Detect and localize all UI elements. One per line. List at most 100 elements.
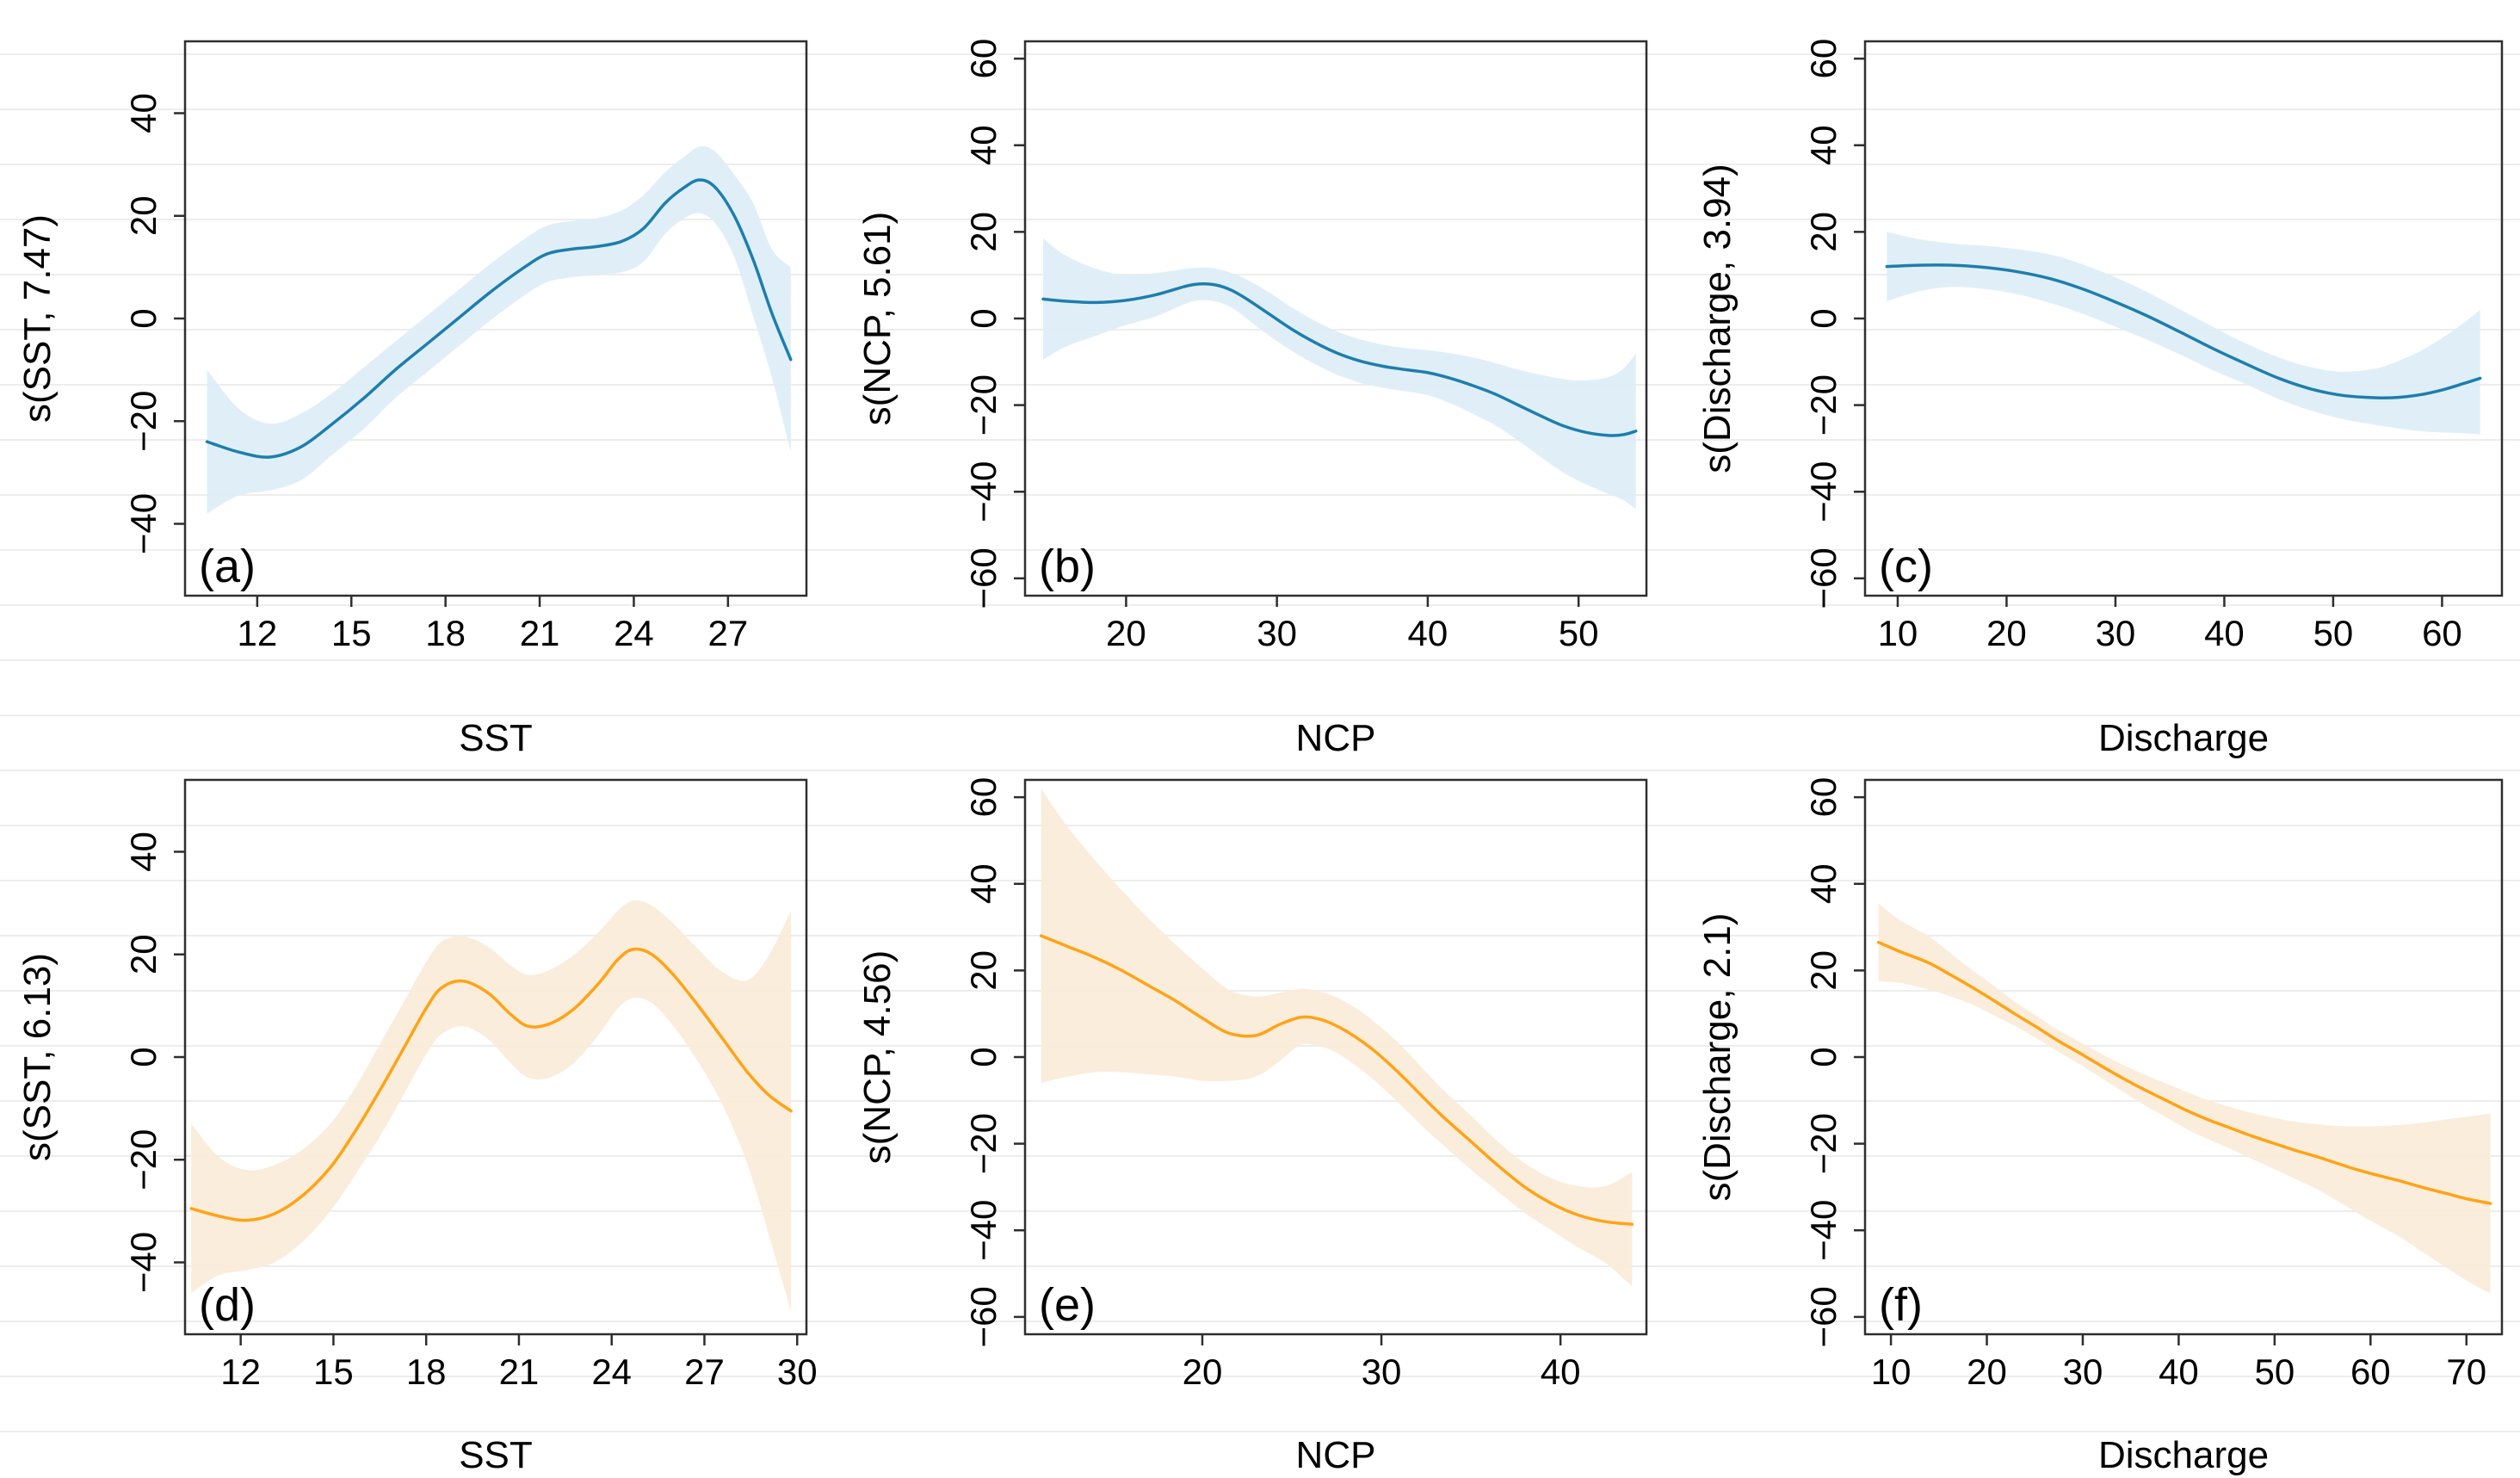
y-tick-label: −20 xyxy=(963,374,1004,436)
panel-f-confidence-band xyxy=(1878,903,2491,1294)
panel-c-letter: (c) xyxy=(1879,541,1933,592)
x-tick-label: 40 xyxy=(1541,1351,1581,1392)
panel-b-confidence-band xyxy=(1043,238,1636,510)
x-tick-label: 20 xyxy=(1106,613,1146,653)
y-tick-label: 40 xyxy=(123,832,164,872)
panel-c-y-axis: −60 −40 −20 0 20 40 60 xyxy=(1803,39,1865,609)
panel-e-x-axis: 20 30 40 xyxy=(1183,1334,1581,1392)
y-tick-label: −40 xyxy=(963,461,1004,523)
x-tick-label: 15 xyxy=(331,613,372,653)
x-tick-label: 20 xyxy=(1967,1351,2007,1392)
y-tick-label: −60 xyxy=(963,547,1004,609)
x-tick-label: 40 xyxy=(2159,1351,2199,1392)
panel-d-letter: (d) xyxy=(199,1279,256,1331)
y-tick-label: 0 xyxy=(1803,308,1844,328)
panel-a-x-axis-title: SST xyxy=(459,717,533,759)
y-tick-label: 40 xyxy=(963,125,1004,165)
panel-d: 12 15 18 21 24 27 30 −40 −20 0 20 40 s(SST, 6.13) SST… xyxy=(0,775,840,1478)
panel-d-y-axis-title: s(SST, 6.13) xyxy=(16,953,59,1161)
panel-d-y-axis: −40 −20 0 20 40 xyxy=(123,832,185,1293)
x-tick-label: 40 xyxy=(1408,613,1448,653)
panel-a-confidence-band xyxy=(207,145,791,514)
y-tick-label: 60 xyxy=(963,777,1004,818)
panel-a-chart: 12 15 18 21 24 27 −40 −20 0 20 40 s(SST, 7.47) SST (a… xyxy=(16,40,808,759)
panel-e-y-axis-title: s(NCP, 4.56) xyxy=(856,950,899,1165)
y-tick-label: −20 xyxy=(1803,1113,1844,1174)
x-tick-label: 18 xyxy=(425,613,466,653)
x-tick-label: 30 xyxy=(777,1351,818,1392)
y-tick-label: 20 xyxy=(1803,950,1844,991)
y-tick-label: −20 xyxy=(963,1113,1004,1174)
panel-d-smooth-curve xyxy=(189,947,793,1222)
x-tick-label: 15 xyxy=(313,1351,354,1392)
panel-a-y-axis: −40 −20 0 20 40 xyxy=(123,93,185,554)
panel-b-letter: (b) xyxy=(1039,541,1096,592)
y-tick-label: 20 xyxy=(123,934,164,974)
x-tick-label: 27 xyxy=(707,613,748,653)
panel-b-y-axis: −60 −40 −20 0 20 40 60 xyxy=(963,39,1025,609)
panel-e-smooth-curve xyxy=(1039,934,1634,1226)
x-tick-label: 30 xyxy=(2063,1351,2103,1392)
panel-a-plot-area xyxy=(205,145,793,514)
y-tick-label: −20 xyxy=(1803,374,1844,436)
panel-f-chart: 10 20 30 40 50 60 70 −60 −40 −20 0 20 40 60 s(Discharg… xyxy=(1696,777,2504,1476)
panel-e-chart: 20 30 40 −60 −40 −20 0 20 40 60 s(NCP, 4.56) NCP (e) xyxy=(856,777,1648,1476)
x-tick-label: 10 xyxy=(1871,1351,1912,1392)
y-tick-label: 60 xyxy=(1803,777,1844,818)
panel-a-frame xyxy=(183,40,808,597)
x-tick-label: 21 xyxy=(520,613,560,653)
y-tick-label: −40 xyxy=(123,1232,164,1293)
panel-f-x-axis: 10 20 30 40 50 60 70 xyxy=(1871,1334,2486,1392)
x-tick-label: 40 xyxy=(2204,613,2245,653)
panel-b-chart: 20 30 40 50 −60 −40 −20 0 20 40 60 s(NCP, 5.61) NCP (… xyxy=(856,39,1648,759)
y-tick-label: −20 xyxy=(123,1129,164,1190)
panel-a-x-axis: 12 15 18 21 24 27 xyxy=(238,596,748,653)
panel-c-x-axis-title: Discharge xyxy=(2098,717,2269,759)
panel-b: 20 30 40 50 −60 −40 −20 0 20 40 60 s(NCP, 5.61) NCP (… xyxy=(840,0,1680,775)
x-tick-label: 60 xyxy=(2350,1351,2391,1392)
x-tick-label: 50 xyxy=(1559,613,1599,653)
x-tick-label: 24 xyxy=(614,613,654,653)
y-tick-label: −40 xyxy=(1803,461,1844,523)
y-tick-label: 0 xyxy=(963,1047,1004,1067)
y-tick-label: 40 xyxy=(1803,125,1844,165)
panel-e-plot-area xyxy=(1039,788,1634,1287)
panel-f-plot-area xyxy=(1876,903,2492,1294)
panel-f-x-axis-title: Discharge xyxy=(2098,1434,2269,1476)
panel-c: 10 20 30 40 50 60 −60 −40 −20 0 20 40 60 s(Discharge,… xyxy=(1680,0,2520,775)
y-tick-label: 60 xyxy=(963,39,1004,79)
x-tick-label: 30 xyxy=(1362,1351,1402,1392)
x-tick-label: 60 xyxy=(2422,613,2462,653)
panel-c-smooth-curve xyxy=(1885,263,2482,399)
panel-a-y-axis-title: s(SST, 7.47) xyxy=(16,214,59,423)
y-tick-label: −60 xyxy=(1803,1286,1844,1347)
x-tick-label: 10 xyxy=(1878,613,1918,653)
y-tick-label: 20 xyxy=(1803,212,1844,252)
panel-e-y-axis: −60 −40 −20 0 20 40 60 xyxy=(963,777,1025,1348)
x-tick-label: 50 xyxy=(2313,613,2354,653)
y-tick-label: −40 xyxy=(123,493,164,554)
x-tick-label: 27 xyxy=(684,1351,725,1392)
x-tick-label: 12 xyxy=(238,613,278,653)
y-tick-label: 0 xyxy=(123,1047,164,1067)
x-tick-label: 70 xyxy=(2446,1351,2486,1392)
x-tick-label: 21 xyxy=(499,1351,540,1392)
y-tick-label: −60 xyxy=(1803,547,1844,609)
panel-e-confidence-band xyxy=(1041,788,1633,1287)
panel-a-letter: (a) xyxy=(199,541,256,592)
y-tick-label: 40 xyxy=(963,863,1004,904)
y-tick-label: −40 xyxy=(1803,1200,1844,1261)
x-tick-label: 30 xyxy=(2096,613,2136,653)
panel-c-x-axis: 10 20 30 40 50 60 xyxy=(1878,596,2462,653)
x-tick-label: 12 xyxy=(220,1351,261,1392)
x-tick-label: 18 xyxy=(406,1351,447,1392)
panel-e-x-axis-title: NCP xyxy=(1296,1434,1376,1476)
y-tick-label: 0 xyxy=(123,308,164,328)
panel-c-y-axis-title: s(Discharge, 3.94) xyxy=(1696,164,1739,473)
panel-e: 20 30 40 −60 −40 −20 0 20 40 60 s(NCP, 4.56) NCP (e) xyxy=(840,775,1680,1478)
panel-d-x-axis-title: SST xyxy=(459,1434,533,1476)
panel-f-smooth-curve xyxy=(1876,940,2492,1205)
panel-b-x-axis: 20 30 40 50 xyxy=(1106,596,1599,653)
panel-f-y-axis-title: s(Discharge, 2.1) xyxy=(1696,912,1739,1201)
